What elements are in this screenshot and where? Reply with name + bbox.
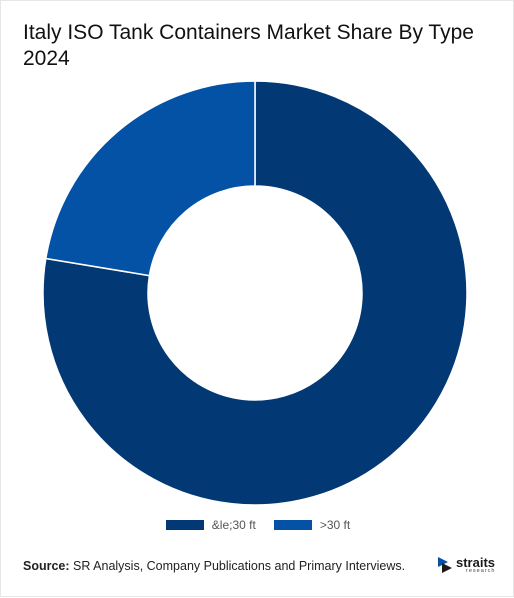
donut-slice-gt30ft[interactable] [44, 80, 256, 277]
donut-slice-le30ft[interactable] [42, 80, 468, 506]
logo-subword: research [466, 567, 496, 574]
logo-arrow-icon [438, 557, 452, 573]
straits-research-logo: straits research [437, 552, 499, 578]
logo-word: straits [456, 554, 496, 570]
chart-legend: &le;30 ft >30 ft [1, 517, 514, 533]
legend-item-gt30[interactable]: >30 ft [273, 518, 351, 532]
source-text: SR Analysis, Company Publications and Pr… [69, 559, 406, 573]
donut-slices [42, 80, 468, 506]
legend-label: &le;30 ft [211, 518, 256, 532]
source-label: Source: [23, 559, 70, 573]
chart-title: Italy ISO Tank Containers Market Share B… [23, 21, 474, 70]
legend-swatch [165, 520, 204, 530]
source-note: Source: SR Analysis, Company Publication… [23, 559, 405, 573]
legend-swatch [273, 520, 312, 530]
legend-label: >30 ft [319, 518, 351, 532]
legend-item-le30[interactable]: &le;30 ft [165, 518, 256, 532]
